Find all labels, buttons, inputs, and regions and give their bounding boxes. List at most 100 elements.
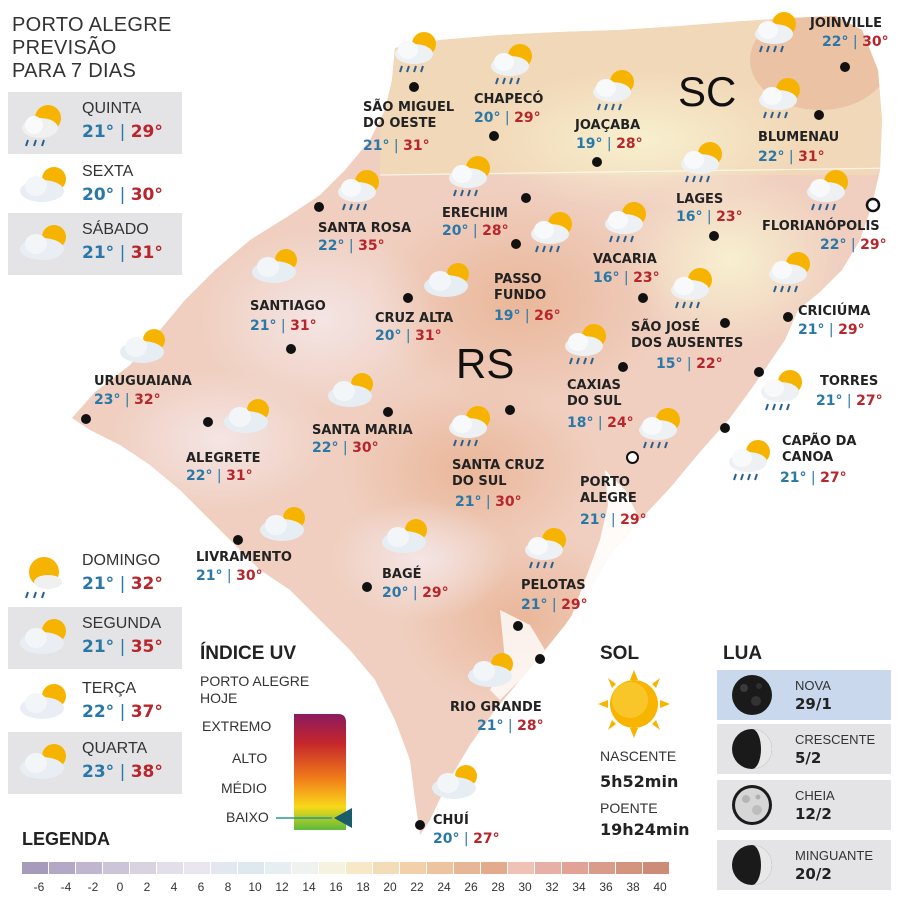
legend-title: LEGENDA (22, 829, 111, 849)
city-temps: 16° | 23° (593, 270, 660, 286)
city-max: 24° (607, 415, 634, 431)
forecast-day: SEXTA 20° | 30° (8, 155, 182, 217)
city-marker (638, 293, 648, 303)
legend-swatch (157, 862, 183, 874)
legend-tick-label: 28 (491, 880, 505, 894)
florianopolis-capital-ring (865, 197, 881, 213)
moon-phase: CHEIA 12/2 (717, 780, 891, 830)
city-min: 21° (477, 718, 504, 734)
legend-swatch (454, 862, 480, 874)
city-temps: 19° | 26° (494, 308, 561, 324)
legend-swatch (535, 862, 561, 874)
forecast-day: DOMINGO 21° | 32° (8, 544, 182, 606)
city-temps: 20° | 27° (433, 831, 500, 847)
header-line2: PREVISÃO (12, 37, 117, 59)
city-label: CAPÃO DA CANOA (782, 434, 857, 465)
forecast-day: SEGUNDA 21° | 35° (8, 607, 182, 669)
city-marker (415, 820, 425, 830)
legend-tick-label: 22 (410, 880, 424, 894)
city-max: 28° (482, 223, 509, 239)
city-min: 15° (656, 356, 683, 372)
legend-swatch (373, 862, 399, 874)
legend-swatch (265, 862, 291, 874)
uv-title: ÍNDICE UV (200, 643, 297, 664)
uv-level-medio: MÉDIO (221, 780, 267, 796)
forecast-day-name: SÁBADO (82, 221, 149, 238)
city-temps: 22° | 30° (822, 34, 889, 50)
legend-tick-label: -4 (60, 880, 72, 894)
legend-swatch (76, 862, 102, 874)
forecast-day: QUARTA 23° | 38° (8, 732, 182, 794)
city-temps: 22° | 30° (312, 440, 379, 456)
sunrise-label: NASCENTE (600, 748, 677, 764)
legend-tick-label: 32 (545, 880, 559, 894)
legend-tick-label: 2 (143, 880, 151, 894)
forecast-day: TERÇA 22° | 37° (8, 672, 182, 734)
city-label: FLORIANÓPOLIS (762, 219, 880, 234)
legend-swatch (508, 862, 534, 874)
forecast-min: 20° (82, 185, 115, 205)
city-temps: 21° | 27° (780, 470, 847, 486)
legend-tick-label: 40 (653, 880, 667, 894)
city-max: 27° (856, 393, 883, 409)
legend-tick-label: 14 (302, 880, 316, 894)
city-max: 29° (422, 585, 449, 601)
city-temps: 22° | 31° (186, 468, 253, 484)
forecast-min: 21° (82, 122, 115, 142)
cloud-sun-icon (20, 225, 66, 260)
cloud-sun-icon (20, 684, 66, 719)
city-temps: 21° | 28° (477, 718, 544, 734)
legend-tick-label: 18 (356, 880, 370, 894)
city-max: 35° (358, 238, 385, 254)
city-max: 27° (820, 470, 847, 486)
city-marker (505, 405, 515, 415)
sunset-label: POENTE (600, 800, 658, 816)
forecast-max: 35° (130, 637, 163, 657)
city-temps: 20° | 28° (442, 223, 509, 239)
city-max: 28° (616, 136, 643, 152)
legend-swatch (400, 862, 426, 874)
forecast-max: 31° (130, 243, 163, 263)
city-label: JOAÇABA (575, 118, 641, 133)
city-marker (720, 423, 730, 433)
uv-scale-bar (276, 714, 352, 830)
city-temps: 21° | 31° (250, 318, 317, 334)
city-temps: 21° | 27° (816, 393, 883, 409)
moon-phase-name: NOVA (795, 678, 831, 693)
legend-swatch (616, 862, 642, 874)
city-max: 22° (696, 356, 723, 372)
city-label: SÃO JOSÉ DOS AUSENTES (631, 320, 744, 351)
forecast-temps: 22° | 37° (82, 702, 163, 722)
legend-tick-label: 16 (329, 880, 343, 894)
forecast-min: 22° (82, 702, 115, 722)
city-marker (754, 367, 764, 377)
city-min: 21° (816, 393, 843, 409)
city-label: LAGES (676, 192, 724, 207)
cloud-sun-icon (20, 167, 66, 202)
city-label: BLUMENAU (758, 130, 840, 145)
city-temps: 23° | 32° (94, 392, 161, 408)
legend-tick-label: 24 (437, 880, 451, 894)
city-marker (521, 193, 531, 203)
cloud-sun-icon (20, 619, 66, 654)
uv-subtitle: PORTO ALEGRE (200, 673, 310, 689)
legend-tick-label: -6 (33, 880, 45, 894)
header-title: PORTO ALEGRE PREVISÃO PARA 7 DIAS (12, 14, 172, 83)
city-temps: 20° | 31° (375, 328, 442, 344)
city-min: 22° (312, 440, 339, 456)
city-label: CHUÍ (433, 813, 469, 828)
city-max: 30° (352, 440, 379, 456)
cloud-sun-icon (20, 744, 66, 779)
forecast-max: 32° (130, 574, 163, 594)
city-min: 21° (798, 322, 825, 338)
waxing-moon-icon (732, 729, 772, 769)
city-temps: 20° | 29° (382, 585, 449, 601)
city-temps: 21° | 31° (363, 138, 430, 154)
city-max: 29° (838, 322, 865, 338)
waning-moon-icon (732, 845, 772, 885)
city-marker (783, 312, 793, 322)
header-line1: PORTO ALEGRE (12, 14, 172, 36)
city-max: 29° (620, 512, 647, 528)
moon-phase-name: MINGUANTE (795, 848, 873, 863)
